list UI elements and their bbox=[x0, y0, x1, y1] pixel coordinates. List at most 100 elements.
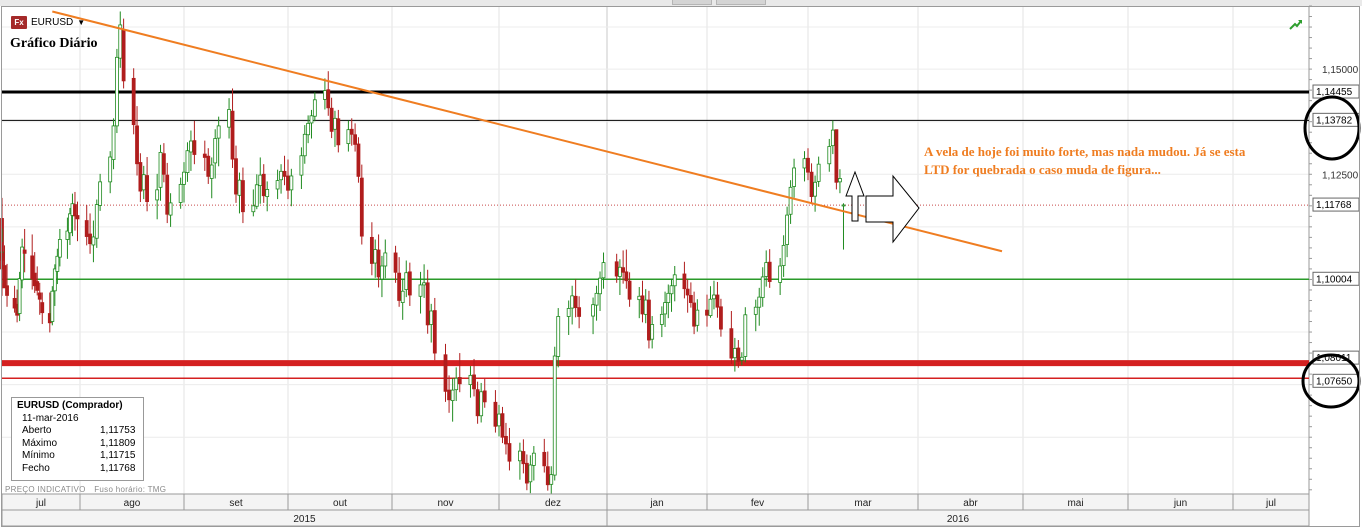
candle-body bbox=[729, 328, 734, 359]
ohlc-low-row: Mínimo 1,11715 bbox=[12, 450, 143, 463]
candle-body bbox=[767, 261, 772, 282]
fx-icon: Fx bbox=[11, 15, 27, 29]
candle-body bbox=[265, 189, 270, 197]
candle-body bbox=[685, 288, 690, 296]
candle-body bbox=[383, 252, 388, 267]
candle-body bbox=[618, 266, 622, 277]
candle-body bbox=[418, 284, 423, 297]
candle-body bbox=[601, 262, 606, 279]
candle-body bbox=[369, 236, 374, 264]
chart-annotation: A vela de hoje foi muito forte, mas nada… bbox=[924, 143, 1314, 179]
month-label: jul bbox=[35, 498, 46, 509]
price-level-label: 1,13782 bbox=[1316, 115, 1353, 126]
candle-body bbox=[524, 462, 529, 484]
candle-body bbox=[141, 174, 146, 191]
year-label: 2015 bbox=[293, 514, 316, 525]
candle-body bbox=[88, 233, 92, 245]
candle-body bbox=[577, 307, 582, 317]
price-level-label: 1,11768 bbox=[1316, 200, 1352, 211]
ohlc-high-value: 1,11809 bbox=[100, 437, 136, 449]
candle-body bbox=[450, 389, 455, 402]
candle-body bbox=[809, 171, 814, 197]
ohlc-high-label: Máximo bbox=[22, 437, 58, 449]
candle-body bbox=[131, 77, 136, 126]
price-level-label: 1,10004 bbox=[1316, 274, 1353, 285]
symbol-selector[interactable]: Fx EURUSD ▼ bbox=[11, 15, 85, 29]
candle-body bbox=[429, 310, 434, 325]
candle-body bbox=[323, 90, 327, 100]
candle-body bbox=[407, 271, 412, 296]
candle-body bbox=[258, 174, 263, 187]
candle-body bbox=[708, 298, 713, 317]
candle-body bbox=[326, 89, 331, 109]
candle-body bbox=[757, 296, 762, 308]
ohlc-open-value: 1,11753 bbox=[100, 425, 136, 436]
month-label: set bbox=[229, 498, 243, 509]
candle-body bbox=[206, 155, 211, 177]
footer-note: PREÇO INDICATIVO Fuso horário: TMG bbox=[5, 485, 166, 494]
chart-title: Gráfico Diário bbox=[10, 36, 98, 51]
candle-body bbox=[834, 129, 839, 183]
candle-body bbox=[254, 184, 259, 207]
candle-body bbox=[393, 252, 398, 273]
candle-body bbox=[35, 281, 40, 291]
candle-body bbox=[573, 295, 578, 309]
ohlc-open-label: Aberto bbox=[22, 425, 52, 436]
candle-body bbox=[241, 180, 245, 213]
candle-body bbox=[115, 56, 119, 127]
candle-body bbox=[627, 280, 632, 300]
candle-body bbox=[57, 239, 62, 258]
candle-body bbox=[500, 413, 505, 438]
chevron-down-icon[interactable]: ▼ bbox=[77, 17, 86, 27]
candle-body bbox=[549, 474, 554, 485]
ohlc-close-label: Fecho bbox=[22, 462, 50, 474]
candle-body bbox=[356, 143, 361, 177]
candle-body bbox=[454, 377, 459, 391]
price-tick-label: 1,12500 bbox=[1322, 170, 1359, 181]
ohlc-low-label: Mínimo bbox=[22, 450, 55, 461]
ohlc-open-row: Aberto 1,11753 bbox=[12, 425, 143, 438]
candle-body bbox=[333, 117, 337, 130]
up-arrow-icon bbox=[845, 170, 865, 222]
candle-body bbox=[647, 299, 651, 341]
toolbar-tab[interactable] bbox=[716, 0, 766, 5]
trendline-ltd[interactable] bbox=[52, 10, 1003, 253]
candle-body bbox=[168, 202, 173, 216]
price-level-label: 1,08011 bbox=[1316, 353, 1352, 364]
candle-body bbox=[669, 285, 674, 295]
expand-arrow-icon[interactable] bbox=[1288, 17, 1304, 31]
candle-body bbox=[397, 272, 402, 301]
indicative-price-label: PREÇO INDICATIVO bbox=[5, 485, 86, 494]
candle-body bbox=[50, 290, 55, 322]
candle-body bbox=[813, 181, 817, 197]
candle-body bbox=[329, 107, 334, 132]
candle-body bbox=[261, 173, 266, 197]
toolbar-tab[interactable] bbox=[672, 0, 712, 5]
candle-body bbox=[185, 150, 190, 173]
candle-body bbox=[286, 175, 290, 191]
candle-body bbox=[788, 186, 793, 215]
ohlc-low-value: 1,11715 bbox=[100, 450, 136, 461]
month-label: ago bbox=[124, 498, 141, 509]
candle-body bbox=[230, 110, 235, 160]
candle-body bbox=[65, 230, 70, 240]
candle-body bbox=[830, 129, 835, 147]
candle-body bbox=[432, 310, 437, 354]
candle-body bbox=[650, 324, 655, 340]
price-level-label: 1,07650 bbox=[1316, 376, 1353, 387]
candle-body bbox=[827, 146, 832, 165]
candle-body bbox=[282, 170, 287, 177]
candle-body bbox=[640, 295, 645, 315]
candle-body bbox=[182, 171, 186, 185]
month-label: out bbox=[333, 498, 347, 509]
candle-body bbox=[138, 162, 143, 192]
candle-body bbox=[712, 294, 716, 300]
candle-body bbox=[507, 443, 512, 462]
candle-body bbox=[531, 452, 536, 466]
candle-body bbox=[302, 133, 307, 157]
candle-body bbox=[598, 277, 602, 295]
candle-body bbox=[682, 273, 687, 290]
candle-body bbox=[468, 374, 473, 386]
candle-body bbox=[52, 268, 57, 292]
candle-body bbox=[688, 295, 693, 303]
